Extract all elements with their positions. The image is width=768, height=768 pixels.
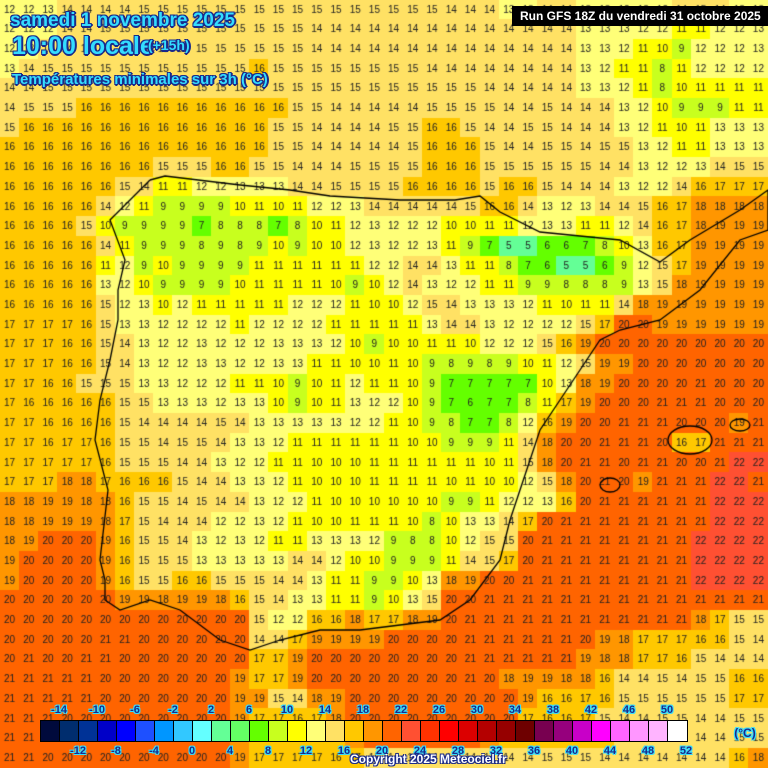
legend-tick-top: -14	[51, 704, 67, 716]
legend-tick-top: 38	[546, 704, 560, 716]
legend-tick-top: -10	[89, 704, 105, 716]
forecast-offset: (+15h)	[148, 37, 190, 53]
color-scale-legend	[40, 720, 688, 742]
legend-swatch	[98, 721, 117, 741]
legend-tick-top: 42	[584, 704, 598, 716]
legend-swatch	[155, 721, 174, 741]
legend-tick-bottom: 40	[565, 745, 579, 757]
legend-swatch	[174, 721, 193, 741]
legend-tick-top: -2	[168, 704, 178, 716]
legend-swatch	[440, 721, 459, 741]
legend-tick-top: 34	[508, 704, 522, 716]
legend-tick-top: 50	[660, 704, 674, 716]
legend-tick-bottom: 4	[226, 745, 234, 757]
model-run-label: Run GFS 18Z du vendredi 31 octobre 2025	[512, 6, 768, 26]
legend-swatch	[421, 721, 440, 741]
legend-swatch	[79, 721, 98, 741]
legend-swatch	[307, 721, 326, 741]
legend-tick-bottom: 32	[489, 745, 503, 757]
legend-swatch	[592, 721, 611, 741]
legend-swatch	[383, 721, 402, 741]
legend-tick-top: 30	[470, 704, 484, 716]
forecast-time: 10:00 locale	[12, 32, 154, 60]
legend-swatch	[231, 721, 250, 741]
legend-tick-top: 22	[394, 704, 408, 716]
copyright-text: Copyright 2025 Meteociel.fr	[350, 752, 507, 766]
legend-tick-bottom: -4	[149, 745, 159, 757]
legend-swatch	[326, 721, 345, 741]
legend-unit: (°C)	[734, 726, 756, 740]
legend-swatch	[345, 721, 364, 741]
legend-tick-bottom: 48	[641, 745, 655, 757]
legend-swatch	[41, 721, 60, 741]
legend-swatch	[364, 721, 383, 741]
legend-tick-bottom: 28	[451, 745, 465, 757]
legend-swatch	[554, 721, 573, 741]
legend-tick-bottom: 44	[603, 745, 617, 757]
legend-swatch	[288, 721, 307, 741]
legend-tick-top: 2	[207, 704, 215, 716]
legend-tick-top: 14	[318, 704, 332, 716]
legend-tick-bottom: 8	[264, 745, 272, 757]
legend-tick-bottom: 36	[527, 745, 541, 757]
legend-swatch	[117, 721, 136, 741]
legend-tick-bottom: 16	[337, 745, 351, 757]
legend-tick-bottom: 12	[299, 745, 313, 757]
legend-swatch	[630, 721, 649, 741]
legend-tick-bottom: 24	[413, 745, 427, 757]
legend-swatch	[516, 721, 535, 741]
legend-swatch	[611, 721, 630, 741]
legend-swatch	[668, 721, 687, 741]
legend-swatch	[402, 721, 421, 741]
legend-swatch	[212, 721, 231, 741]
parameter-title: Températures minimales sur 3h (°C)	[12, 71, 268, 88]
legend-swatch	[535, 721, 554, 741]
legend-tick-top: -6	[130, 704, 140, 716]
legend-tick-bottom: 52	[679, 745, 693, 757]
legend-swatch	[573, 721, 592, 741]
legend-tick-top: 6	[245, 704, 253, 716]
legend-tick-top: 18	[356, 704, 370, 716]
legend-tick-bottom: 20	[375, 745, 389, 757]
legend-tick-bottom: 0	[188, 745, 196, 757]
legend-swatch	[269, 721, 288, 741]
legend-tick-bottom: -12	[70, 745, 86, 757]
legend-tick-top: 46	[622, 704, 636, 716]
legend-swatch	[60, 721, 79, 741]
legend-tick-top: 10	[280, 704, 294, 716]
legend-swatch	[136, 721, 155, 741]
legend-tick-bottom: -8	[111, 745, 121, 757]
legend-swatch	[193, 721, 212, 741]
legend-tick-top: 26	[432, 704, 446, 716]
legend-swatch	[497, 721, 516, 741]
forecast-date: samedi 1 novembre 2025	[10, 10, 235, 31]
legend-swatch	[478, 721, 497, 741]
legend-swatch	[459, 721, 478, 741]
legend-swatch	[250, 721, 269, 741]
legend-swatch	[649, 721, 668, 741]
